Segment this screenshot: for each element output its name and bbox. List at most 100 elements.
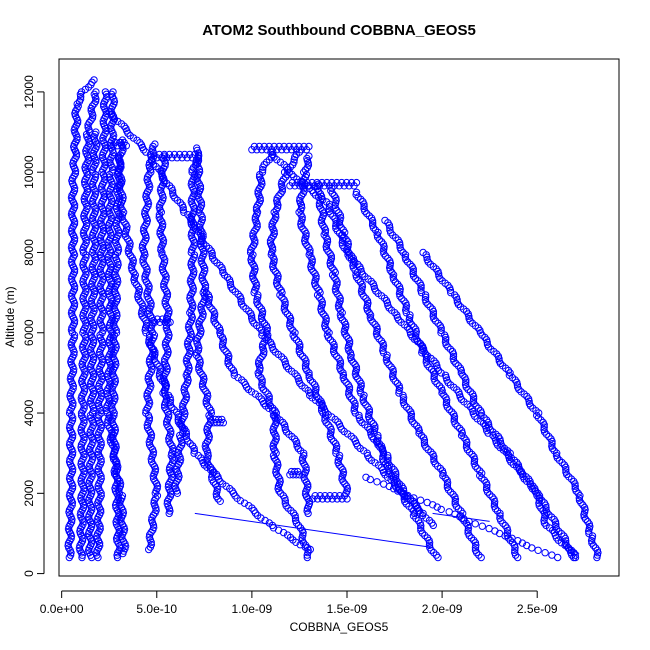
- data-point: [540, 519, 549, 527]
- data-point: [449, 490, 457, 499]
- data-point: [330, 266, 338, 274]
- data-point: [143, 292, 151, 300]
- data-point: [164, 413, 173, 421]
- data-point: [89, 406, 98, 415]
- data-point: [435, 382, 444, 390]
- data-point: [326, 250, 334, 258]
- data-point: [204, 300, 213, 309]
- data-point: [315, 202, 324, 210]
- data-point: [240, 378, 248, 386]
- data-point: [91, 273, 99, 281]
- data-point: [313, 291, 322, 299]
- data-point: [174, 415, 182, 424]
- data-point: [95, 368, 104, 376]
- data-point: [446, 345, 455, 353]
- data-point: [471, 544, 480, 552]
- data-point: [163, 179, 171, 188]
- data-point: [374, 289, 382, 298]
- data-point: [76, 95, 85, 103]
- data-point: [139, 258, 147, 266]
- data-point: [571, 553, 580, 562]
- data-point: [304, 161, 313, 170]
- data-point: [570, 477, 578, 486]
- data-point: [383, 473, 392, 481]
- data-point: [277, 286, 285, 294]
- data-point: [68, 411, 76, 420]
- data-point: [476, 407, 485, 415]
- data-point: [491, 434, 499, 442]
- data-point: [420, 438, 429, 447]
- data-point: [271, 407, 279, 415]
- data-point: [304, 483, 312, 491]
- data-point: [315, 293, 323, 301]
- data-point: [336, 311, 345, 319]
- data-point: [216, 497, 224, 505]
- data-point: [464, 529, 472, 537]
- data-point: [469, 395, 478, 403]
- data-point: [112, 222, 120, 230]
- data-point: [248, 314, 256, 322]
- data-point: [275, 192, 283, 200]
- data-point: [358, 280, 366, 288]
- data-point: [562, 537, 570, 545]
- data-point: [87, 539, 96, 547]
- data-point: [414, 277, 422, 285]
- data-point: [99, 341, 107, 349]
- data-point: [269, 404, 277, 412]
- data-point: [305, 371, 313, 379]
- data-point: [145, 331, 154, 339]
- data-point: [178, 423, 186, 431]
- data-point: [262, 322, 271, 330]
- data-point: [423, 255, 431, 264]
- data-point: [219, 419, 228, 427]
- data-point: [430, 548, 438, 557]
- data-point: [451, 291, 459, 299]
- data-point: [122, 124, 130, 133]
- data-point: [425, 541, 434, 549]
- data-point: [562, 539, 570, 547]
- data-point: [126, 242, 134, 250]
- data-point: [302, 466, 310, 474]
- data-point: [548, 442, 556, 450]
- data-point: [336, 214, 345, 222]
- data-point: [352, 188, 361, 197]
- data-point: [417, 284, 425, 292]
- data-point: [560, 461, 569, 469]
- data-point: [296, 541, 304, 549]
- data-point: [144, 375, 152, 383]
- data-point: [407, 408, 415, 416]
- data-point: [462, 436, 470, 444]
- data-point: [296, 524, 305, 532]
- data-point: [153, 484, 161, 493]
- data-point: [487, 345, 495, 353]
- data-point: [68, 450, 77, 459]
- data-point: [109, 88, 117, 96]
- data-point: [122, 142, 131, 150]
- data-point: [511, 546, 519, 554]
- data-point: [449, 352, 458, 361]
- data-point: [251, 390, 260, 398]
- data-point: [437, 369, 445, 377]
- data-point: [149, 142, 157, 151]
- data-point: [420, 441, 429, 449]
- data-point: [161, 384, 170, 392]
- data-point: [490, 495, 498, 503]
- data-point: [92, 159, 100, 167]
- data-point: [197, 211, 205, 219]
- data-point: [450, 410, 458, 418]
- data-point: [79, 520, 87, 528]
- data-point: [357, 382, 365, 390]
- data-point: [342, 246, 350, 254]
- data-point: [332, 444, 341, 453]
- data-point: [161, 300, 169, 308]
- data-point: [158, 251, 166, 259]
- data-point: [525, 399, 534, 408]
- data-point: [258, 331, 266, 339]
- data-point: [91, 207, 100, 215]
- data-point: [295, 347, 303, 356]
- data-point: [190, 207, 198, 215]
- data-point: [145, 533, 154, 541]
- data-point: [178, 201, 187, 209]
- data-point: [335, 229, 344, 237]
- x-axis-label: COBBNA_GEOS5: [290, 620, 389, 634]
